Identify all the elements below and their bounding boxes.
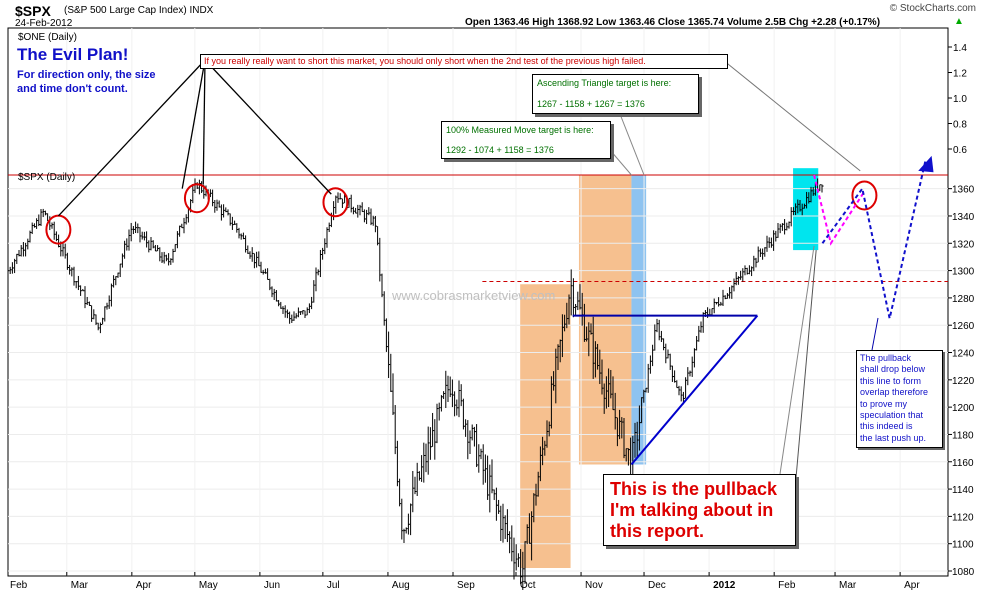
y-tick-label: 1100: [952, 540, 974, 551]
y-tick-label: 1360: [952, 185, 975, 196]
main-series-label: $SPX (Daily): [18, 172, 75, 183]
pointer-line: [871, 317, 879, 351]
projection-arrowhead: [918, 155, 934, 173]
y-tick-label: 1320: [952, 239, 975, 250]
blue-highlight: [631, 175, 647, 465]
pullback-note-line: to prove my: [860, 398, 908, 409]
x-tick-label: Jul: [327, 580, 340, 591]
projection-blue: [821, 161, 927, 319]
pullback-callout-box: This is the pullback I'm talking about i…: [603, 474, 796, 546]
stockcharts-brand[interactable]: © StockCharts.com: [889, 3, 976, 14]
chart-subtitle: For direction only, the size and time do…: [17, 69, 156, 95]
x-tick-label: Apr: [904, 580, 920, 591]
chg-up-icon: ▲: [954, 16, 964, 27]
pointer-line: [795, 250, 817, 479]
x-tick-label: Feb: [778, 580, 796, 591]
top-scale-tick-label: 0.6: [953, 145, 967, 156]
triangle-target-line2: 1267 - 1158 + 1267 = 1376: [537, 99, 645, 109]
pullback-callout-line3: this report.: [610, 521, 705, 541]
pointer-line: [722, 59, 861, 172]
cyan-highlight: [793, 168, 819, 251]
y-tick-label: 1240: [952, 349, 975, 360]
projection-magenta: [813, 174, 866, 246]
x-tick-label: Sep: [457, 580, 475, 591]
pointer-line: [181, 59, 206, 189]
y-tick-label: 1280: [952, 294, 975, 305]
highlight-circle: [851, 180, 878, 211]
x-tick-label: Oct: [520, 580, 536, 591]
y-tick-label: 1260: [952, 321, 975, 332]
top-scale-tick-label: 0.8: [953, 120, 967, 131]
y-tick-label: 1140: [952, 485, 974, 496]
chart-title: The Evil Plan!: [17, 45, 129, 64]
triangle-target-box: Ascending Triangle target is here: 1267 …: [532, 74, 699, 114]
y-tick-label: 1340: [952, 212, 975, 223]
measured-move-line1: 100% Measured Move target is here:: [446, 125, 594, 135]
x-tick-label: 2012: [713, 580, 736, 591]
pointer-line: [204, 59, 332, 195]
y-tick-label: 1220: [952, 376, 975, 387]
triangle-support-line: [630, 315, 759, 466]
top-note-box: If you really really want to short this …: [200, 54, 728, 69]
pullback-note-line: this line to form: [860, 375, 922, 386]
pointer-line: [57, 59, 206, 217]
x-tick-label: Mar: [71, 580, 89, 591]
pullback-callout-line1: This is the pullback: [610, 479, 778, 499]
triangle-target-line1: Ascending Triangle target is here:: [537, 78, 672, 88]
measured-move-line2: 1292 - 1074 + 1158 = 1376: [446, 145, 554, 155]
orange-highlight-2: [578, 175, 632, 465]
ohlc-readout: Open 1363.46 High 1368.92 Low 1363.46 Cl…: [465, 17, 881, 28]
top-panel-label: $ONE (Daily): [18, 32, 77, 43]
x-tick-label: Nov: [585, 580, 603, 591]
pullback-callout-line2: I'm talking about in: [610, 500, 774, 520]
y-tick-label: 1200: [952, 403, 975, 414]
pointer-line: [619, 113, 645, 176]
pullback-note-line: overlap therefore: [860, 387, 929, 398]
top-scale-tick-label: 1.2: [953, 69, 967, 80]
pullback-note-line: this indeed is: [860, 421, 913, 432]
highlight-circle: [183, 183, 210, 214]
top-scale-tick-label: 1.4: [953, 43, 967, 54]
y-tick-label: 1160: [952, 458, 974, 469]
symbol-label: $SPX: [15, 3, 51, 19]
x-tick-label: Apr: [136, 580, 152, 591]
x-tick-label: Dec: [648, 580, 666, 591]
index-name: (S&P 500 Large Cap Index) INDX: [64, 5, 214, 16]
x-tick-label: Jun: [264, 580, 280, 591]
y-tick-label: 1080: [952, 567, 975, 578]
watermark-text: www.cobrasmarketview.com: [391, 288, 555, 303]
pullback-note-line: the last push up.: [860, 432, 927, 443]
x-tick-label: Aug: [392, 580, 410, 591]
y-tick-label: 1120: [952, 512, 974, 523]
pullback-note-line: The pullback: [860, 353, 912, 363]
y-tick-label: 1300: [952, 267, 975, 278]
pointer-line: [779, 245, 815, 475]
pullback-note-line: shall drop below: [860, 364, 926, 375]
pullback-note-box: The pullback shall drop below this line …: [856, 350, 943, 448]
chart-date: 24-Feb-2012: [15, 18, 73, 29]
pointer-line: [202, 59, 206, 185]
pullback-note-line: speculation that: [860, 410, 924, 421]
x-tick-label: Feb: [10, 580, 28, 591]
top-scale-tick-label: 1.0: [953, 94, 967, 105]
pointer-line: [609, 149, 632, 176]
y-tick-label: 1180: [952, 430, 974, 441]
x-tick-label: May: [199, 580, 218, 591]
top-note-text: If you really really want to short this …: [204, 56, 646, 66]
x-tick-label: Mar: [839, 580, 857, 591]
measured-move-box: 100% Measured Move target is here: 1292 …: [441, 121, 611, 159]
highlight-circle: [322, 187, 349, 218]
